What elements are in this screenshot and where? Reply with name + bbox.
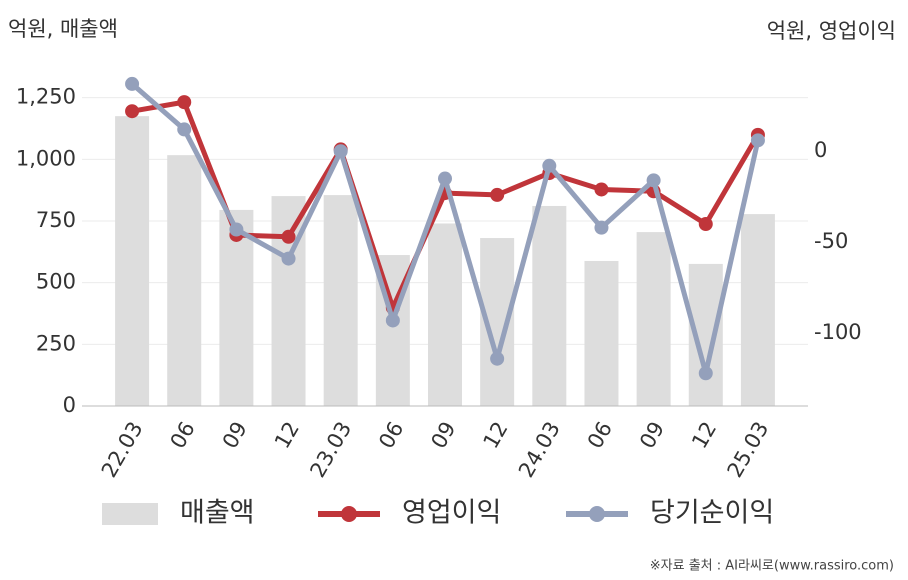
point (177, 122, 192, 137)
y-tick-label: 1,250 (16, 85, 76, 109)
grid (82, 97, 808, 345)
x-tick-label: 12 (479, 417, 513, 452)
bar (271, 196, 306, 406)
y-tick-label: 500 (36, 270, 76, 294)
point (333, 144, 348, 159)
legend-swatch (341, 506, 357, 522)
x-tick-label: 22.03 (97, 418, 148, 482)
point (594, 182, 609, 197)
y2-tick-label: -100 (814, 320, 862, 344)
x-tick-label: 12 (270, 418, 304, 453)
point (646, 173, 661, 188)
y2-axis-label: 억원, 영업이익 (767, 19, 896, 43)
point (542, 158, 557, 173)
bar (167, 155, 202, 406)
legend-label: 당기순이익 (650, 498, 774, 529)
bar (428, 223, 462, 406)
y-tick-label: 1,000 (16, 146, 76, 170)
point (490, 351, 505, 366)
x-tick-label: 09 (426, 418, 460, 453)
point (125, 76, 140, 91)
bar (219, 209, 254, 406)
point (698, 366, 713, 381)
bar (323, 195, 358, 406)
point (281, 251, 296, 266)
bar (532, 205, 567, 406)
x-tick-label: 09 (635, 418, 669, 453)
point (594, 220, 609, 235)
legend-label: 영업이익 (402, 498, 501, 529)
bar (740, 214, 775, 406)
point (177, 95, 192, 110)
x-tick-label: 12 (687, 418, 721, 453)
y2-tick-label: -50 (814, 229, 848, 253)
point (750, 133, 765, 148)
x-tick-label: 25.03 (723, 418, 774, 482)
point (281, 229, 296, 244)
point (229, 222, 244, 237)
legend-swatch (589, 506, 605, 522)
x-tick-label: 24.03 (514, 418, 565, 482)
x-tick-label: 06 (374, 418, 408, 453)
x-tick-label: 06 (166, 418, 200, 453)
y2-tick-label: 0 (814, 138, 827, 162)
point (125, 104, 140, 119)
point (438, 171, 452, 186)
x-tick-label: 09 (218, 418, 252, 453)
x-tick-label: 23.03 (305, 418, 356, 482)
y-tick-label: 0 (63, 393, 76, 417)
y-tick-label: 250 (36, 331, 76, 355)
point (490, 187, 505, 202)
y-tick-label: 750 (36, 208, 76, 232)
bar (636, 232, 671, 406)
point (698, 217, 713, 232)
x-tick-label: 06 (583, 418, 617, 453)
legend-swatch (102, 503, 158, 525)
y-axis-label: 억원, 매출액 (8, 17, 118, 41)
legend-label: 매출액 (180, 498, 255, 529)
bar (584, 260, 619, 406)
point (385, 313, 400, 328)
source: ※자료 출처 : AI라씨로(www.rassiro.com) (650, 559, 894, 574)
bar (115, 116, 150, 407)
